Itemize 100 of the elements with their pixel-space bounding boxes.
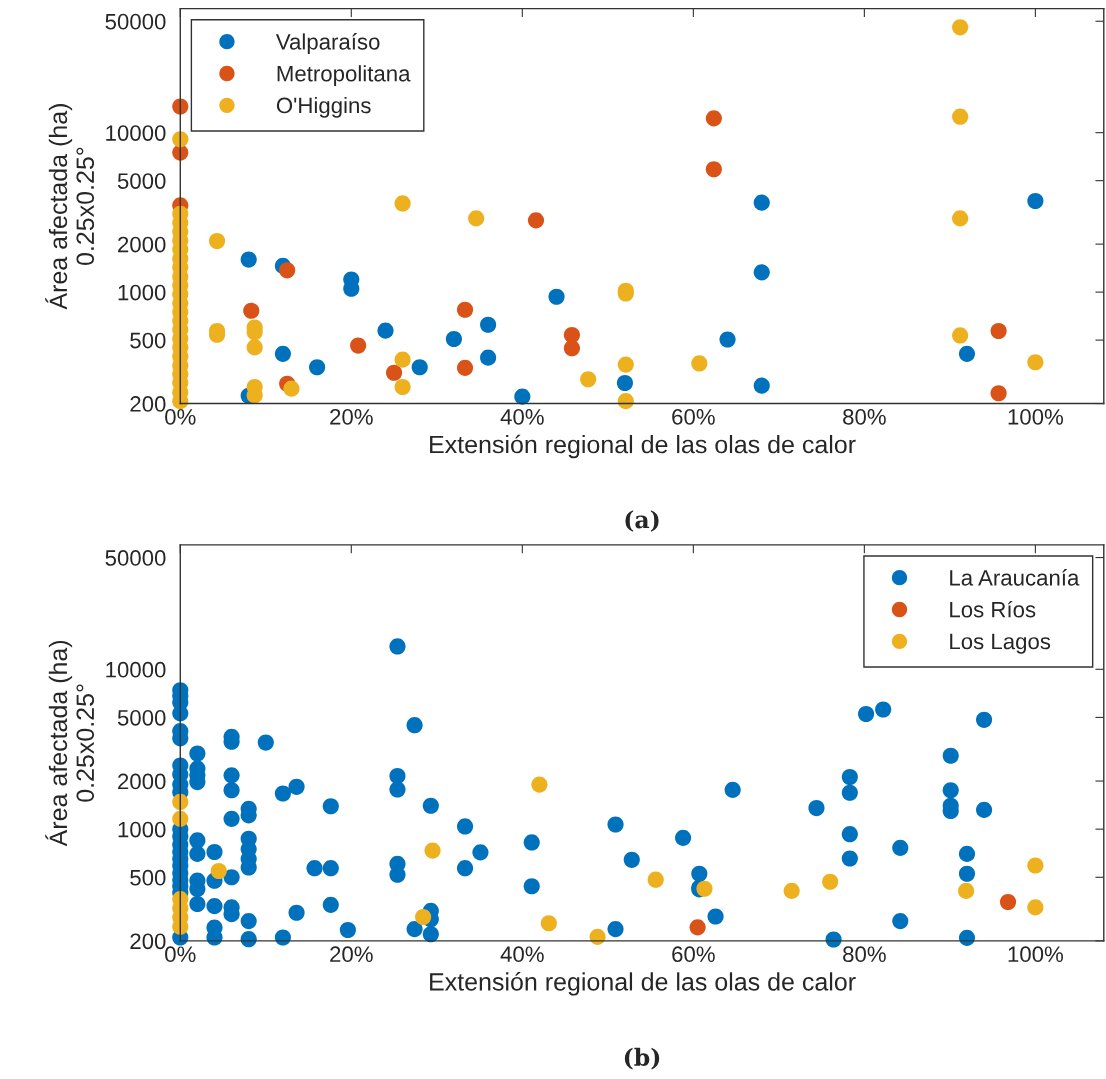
y-tick-label: 50000	[105, 550, 166, 566]
point	[990, 322, 1007, 340]
y-tick-label: 5000	[117, 709, 166, 726]
point	[952, 108, 969, 125]
point	[753, 264, 770, 281]
point	[548, 288, 565, 305]
point	[208, 233, 226, 250]
y-tick-label: 50000	[105, 13, 166, 30]
point	[246, 339, 263, 356]
y-tick-label: 500	[130, 869, 166, 886]
point	[952, 19, 969, 36]
x-tick-label: 20%	[330, 408, 373, 425]
point	[990, 385, 1007, 402]
point	[1027, 354, 1044, 371]
y-tick-label: 200	[130, 396, 166, 412]
point	[696, 880, 713, 897]
x-tick-label: 20%	[330, 946, 373, 963]
y-tick-label: 500	[130, 332, 166, 349]
point	[563, 326, 580, 344]
x-tick-label: 40%	[500, 408, 544, 425]
legend-label: La Araucanía	[950, 569, 1080, 586]
x-tick-label: 60%	[672, 408, 715, 425]
legend-label: Los Lagos	[950, 633, 1051, 654]
point	[240, 251, 257, 268]
point	[456, 359, 474, 376]
point	[445, 330, 462, 348]
point	[1027, 899, 1044, 916]
point	[822, 873, 839, 890]
point	[705, 161, 722, 178]
x-tick-label: 100%	[1008, 408, 1064, 425]
y-tick-label: 10000	[106, 125, 166, 141]
point	[172, 810, 189, 827]
x-tick-label: 60%	[672, 946, 715, 963]
point	[309, 359, 326, 376]
point	[1027, 857, 1044, 874]
y-tick-label: 1000	[118, 284, 166, 301]
y-tick-label: 1000	[118, 821, 166, 838]
legend-label: O'Higgins	[276, 96, 371, 118]
y-tick-label: 2000	[118, 773, 166, 790]
y-tick-label: 5000	[117, 173, 166, 189]
point	[394, 195, 411, 212]
point	[243, 302, 260, 319]
point	[540, 915, 557, 932]
y-tick-label: 10000	[106, 661, 166, 678]
legend-label: Los Ríos	[950, 600, 1036, 618]
point	[753, 194, 770, 211]
point	[210, 862, 227, 880]
point	[514, 388, 531, 405]
x-tick-label: 80%	[843, 408, 886, 425]
x-axis-title: Extensión regional de las olas de calor	[430, 972, 856, 996]
x-tick-label: 100%	[1008, 946, 1064, 963]
x-tick-label: 0%	[165, 946, 196, 963]
point	[394, 351, 411, 368]
point	[385, 364, 403, 381]
point	[527, 212, 545, 229]
point	[753, 377, 770, 394]
x-tick-label: 0%	[165, 408, 196, 425]
point	[480, 316, 497, 333]
point	[563, 340, 580, 357]
point	[279, 262, 296, 279]
point	[783, 882, 800, 899]
point	[580, 371, 597, 388]
point	[531, 776, 548, 793]
x-tick-label: 40%	[500, 946, 544, 963]
point	[617, 356, 634, 373]
y-axis-title: Área afectada (ha) 0.25x0.25°	[45, 640, 95, 847]
point	[394, 378, 411, 396]
point	[617, 393, 634, 410]
text: (b)	[624, 1047, 660, 1070]
point	[424, 842, 441, 859]
point	[274, 345, 291, 362]
point	[952, 210, 969, 227]
point	[172, 793, 189, 810]
point	[480, 349, 497, 366]
point	[647, 871, 664, 888]
point	[456, 301, 474, 318]
point	[691, 355, 708, 372]
point	[1027, 192, 1044, 210]
point	[705, 110, 722, 127]
legend-label: Valparaíso	[275, 33, 380, 55]
legend-label: Metropolitana	[277, 65, 411, 86]
point	[616, 374, 633, 392]
y-axis-title: Área afectada (ha) 0.25x0.25°	[45, 104, 95, 310]
point	[468, 210, 485, 227]
x-axis-title: Extensión regional de las olas de calor	[430, 434, 856, 459]
point	[415, 908, 432, 926]
point	[172, 131, 189, 148]
point	[999, 893, 1017, 911]
point	[283, 380, 300, 397]
point	[958, 882, 975, 899]
point	[958, 345, 976, 362]
point	[689, 919, 706, 936]
point	[952, 327, 969, 344]
point	[719, 331, 736, 348]
point	[350, 337, 367, 354]
point	[377, 322, 394, 339]
text: (a)	[625, 510, 659, 532]
point	[411, 359, 428, 376]
x-tick-label: 80%	[843, 946, 886, 963]
y-tick-label: 2000	[118, 236, 166, 253]
